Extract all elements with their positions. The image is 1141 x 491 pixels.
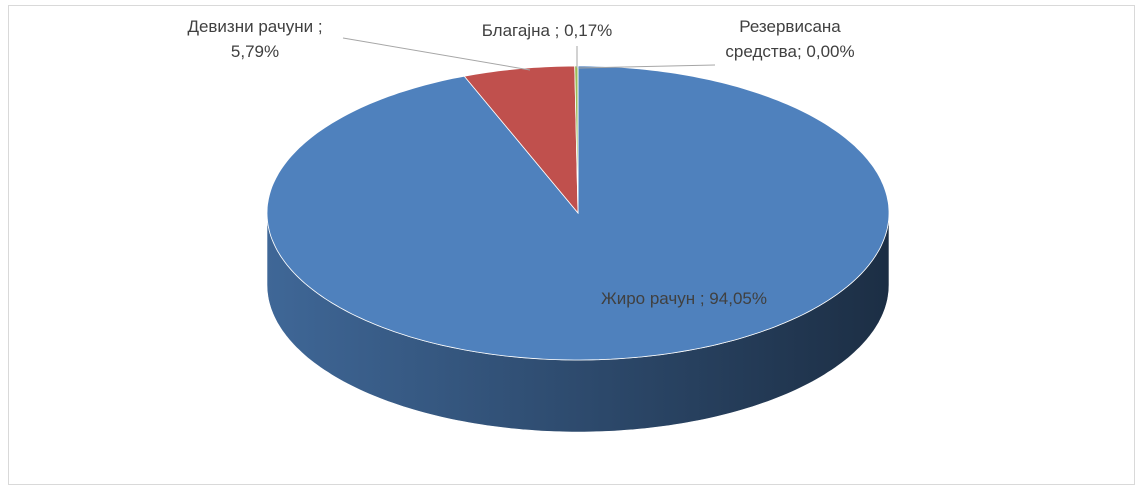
data-label-line: Жиро рачун ; 94,05%	[601, 289, 767, 308]
data-label: Резервисана средства; 0,00%	[725, 17, 854, 61]
data-label-line: 5,79%	[231, 42, 279, 61]
data-label-line: средства; 0,00%	[725, 42, 854, 61]
data-label: Девизни рачуни ; 5,79%	[187, 17, 322, 61]
data-label-line: Резервисана	[739, 17, 841, 36]
pie-slice	[463, 65, 579, 215]
leader-line	[578, 64, 716, 69]
data-label: Жиро рачун ; 94,05%	[601, 289, 767, 308]
leader-line	[342, 37, 531, 71]
data-label-line: Благајна ; 0,17%	[482, 21, 613, 40]
data-label-line: Девизни рачуни ;	[187, 17, 322, 36]
data-label: Благајна ; 0,17%	[482, 21, 613, 40]
